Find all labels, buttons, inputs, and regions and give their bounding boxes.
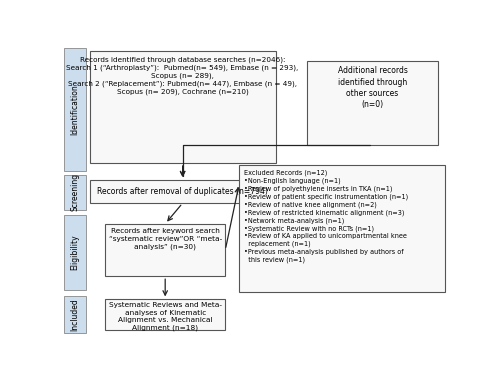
Text: Records identified through database searches (n=2046):
Search 1 (“Arthroplasty”): Records identified through database sear… <box>66 56 299 95</box>
Text: Included: Included <box>70 298 80 331</box>
Bar <box>64 215 86 290</box>
Bar <box>90 180 276 203</box>
Bar <box>239 165 444 292</box>
Text: Records after keyword search
“systematic review”OR “meta-
analysis” (n=30): Records after keyword search “systematic… <box>108 228 222 250</box>
Bar <box>64 175 86 210</box>
Bar <box>90 51 276 163</box>
Text: Identification: Identification <box>70 84 80 135</box>
Bar <box>64 296 86 333</box>
Bar <box>64 48 86 171</box>
Bar <box>105 299 225 330</box>
Text: Additional records
identified through
other sources
(n=0): Additional records identified through ot… <box>338 66 407 109</box>
Text: Systematic Reviews and Meta-
analyses of Kinematic
Alignment vs. Mechanical
Alig: Systematic Reviews and Meta- analyses of… <box>108 302 222 331</box>
Bar <box>105 224 225 276</box>
Bar <box>306 61 438 146</box>
Text: Eligibility: Eligibility <box>70 234 80 270</box>
Text: Screening: Screening <box>70 173 80 211</box>
Text: Records after removal of duplicates (n=794): Records after removal of duplicates (n=7… <box>97 187 268 196</box>
Text: Excluded Records (n=12)
•Non-English language (n=1)
•Review of polyethylene inse: Excluded Records (n=12) •Non-English lan… <box>244 169 408 263</box>
